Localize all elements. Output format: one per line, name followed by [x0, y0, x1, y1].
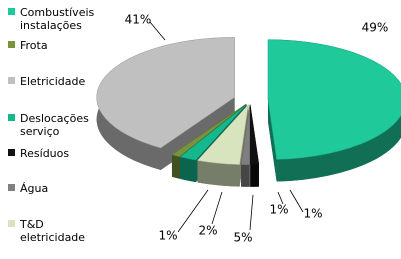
data-label: 49% — [362, 21, 389, 35]
legend-label: Água — [20, 182, 49, 195]
slice-side — [180, 156, 196, 183]
slice-wall — [180, 104, 247, 179]
legend-swatch — [8, 41, 15, 48]
legend-label: Combustíveis instalações — [20, 6, 95, 32]
pie-slice — [196, 103, 249, 165]
leader-line — [149, 21, 166, 41]
leader-line — [277, 191, 284, 205]
data-label: 1% — [269, 203, 288, 217]
pie-slice — [267, 39, 401, 160]
data-label: 1% — [158, 229, 177, 243]
legend-swatch — [8, 184, 15, 191]
legend-label: T&D eletricidade — [20, 218, 86, 244]
leader-line — [211, 191, 223, 225]
pie-slice — [171, 103, 247, 157]
data-label: 2% — [198, 224, 217, 238]
data-label: 5% — [233, 231, 252, 245]
pie-slice — [240, 104, 250, 166]
leader-line — [177, 189, 209, 233]
slice-side — [171, 154, 180, 179]
legend-label: Deslocações serviço — [20, 112, 89, 138]
pie-slice — [250, 104, 260, 166]
legend-swatch — [8, 220, 15, 227]
legend-label: Eletricidade — [20, 75, 86, 88]
pie-slice — [179, 104, 247, 161]
legend-swatch — [8, 8, 15, 15]
slice-side — [197, 160, 240, 187]
pie-slice — [96, 37, 235, 149]
legend-swatch — [8, 114, 15, 121]
data-label: 41% — [125, 13, 152, 27]
slice-wall — [267, 99, 277, 182]
slice-side — [250, 164, 259, 187]
leader-line — [249, 194, 254, 231]
data-label: 1% — [303, 207, 322, 221]
legend-label: Resíduos — [20, 147, 70, 160]
legend-label: Frota — [20, 39, 48, 52]
leader-line — [289, 189, 304, 213]
legend-swatch — [8, 149, 15, 156]
slice-side — [241, 164, 250, 187]
legend-swatch — [8, 77, 15, 84]
